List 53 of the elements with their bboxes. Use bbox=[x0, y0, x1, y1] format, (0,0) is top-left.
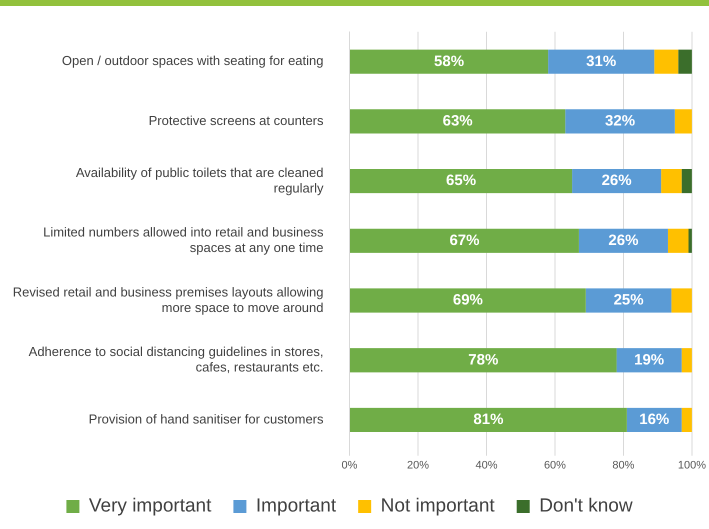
bar bbox=[586, 288, 672, 313]
y-tick-label: Limited numbers allowed into retail and business spaces at any one time bbox=[43, 224, 324, 256]
x-tick-label: 80% bbox=[612, 459, 635, 472]
x-tick-label: 20% bbox=[406, 459, 430, 472]
x-tick-label: 60% bbox=[544, 459, 566, 472]
data-label: 25% bbox=[614, 292, 644, 309]
legend-label: Not important bbox=[380, 496, 496, 517]
bar bbox=[661, 168, 682, 194]
legend-label: Don't know bbox=[539, 496, 633, 517]
data-label: 16% bbox=[639, 411, 670, 428]
bar bbox=[350, 50, 548, 74]
data-label: 63% bbox=[442, 112, 473, 130]
bar bbox=[350, 228, 579, 253]
bar bbox=[350, 348, 617, 372]
y-tick-label: Availability of public toilets that are cleaned regularly bbox=[76, 164, 324, 196]
data-label: 31% bbox=[586, 52, 616, 70]
bar bbox=[678, 50, 692, 74]
data-label: 19% bbox=[634, 351, 664, 368]
bar bbox=[548, 50, 654, 74]
bar bbox=[682, 348, 692, 372]
bar bbox=[350, 288, 586, 313]
bar bbox=[682, 408, 692, 432]
data-label: 58% bbox=[434, 52, 464, 70]
data-label: 32% bbox=[605, 112, 636, 130]
x-tick-label: 0% bbox=[342, 459, 358, 472]
y-tick-label: Provision of hand sanitiser for customers bbox=[88, 412, 324, 427]
bar bbox=[682, 168, 692, 194]
data-label: 69% bbox=[452, 292, 483, 309]
y-tick-label: Open / outdoor spaces with seating for eating bbox=[62, 53, 324, 68]
y-tick-label: Protective screens at counters bbox=[148, 112, 324, 128]
bar bbox=[671, 288, 692, 313]
legend-label: Important bbox=[256, 496, 337, 517]
bar bbox=[565, 109, 675, 134]
bar bbox=[674, 109, 692, 134]
legend-label: Very important bbox=[88, 496, 212, 517]
bar bbox=[350, 408, 627, 432]
data-label: 65% bbox=[446, 172, 476, 190]
y-tick-label: Revised retail and business premises layouts allowing more space to move around bbox=[12, 284, 324, 315]
data-label: 67% bbox=[449, 232, 480, 249]
x-tick-label: 40% bbox=[475, 459, 498, 472]
bar bbox=[654, 50, 678, 74]
bar bbox=[350, 109, 566, 134]
data-label: 78% bbox=[468, 351, 498, 368]
bar bbox=[668, 228, 689, 253]
bar bbox=[578, 228, 668, 253]
data-label: 26% bbox=[608, 232, 638, 249]
bar bbox=[350, 168, 572, 194]
data-label: 81% bbox=[473, 411, 504, 428]
x-tick-label: 100% bbox=[678, 459, 706, 472]
data-label: 26% bbox=[602, 172, 632, 190]
bar bbox=[616, 348, 682, 372]
bar bbox=[572, 168, 662, 194]
y-tick-label: Adherence to social distancing guidelines in stores, cafes, restaurants etc. bbox=[28, 344, 324, 375]
